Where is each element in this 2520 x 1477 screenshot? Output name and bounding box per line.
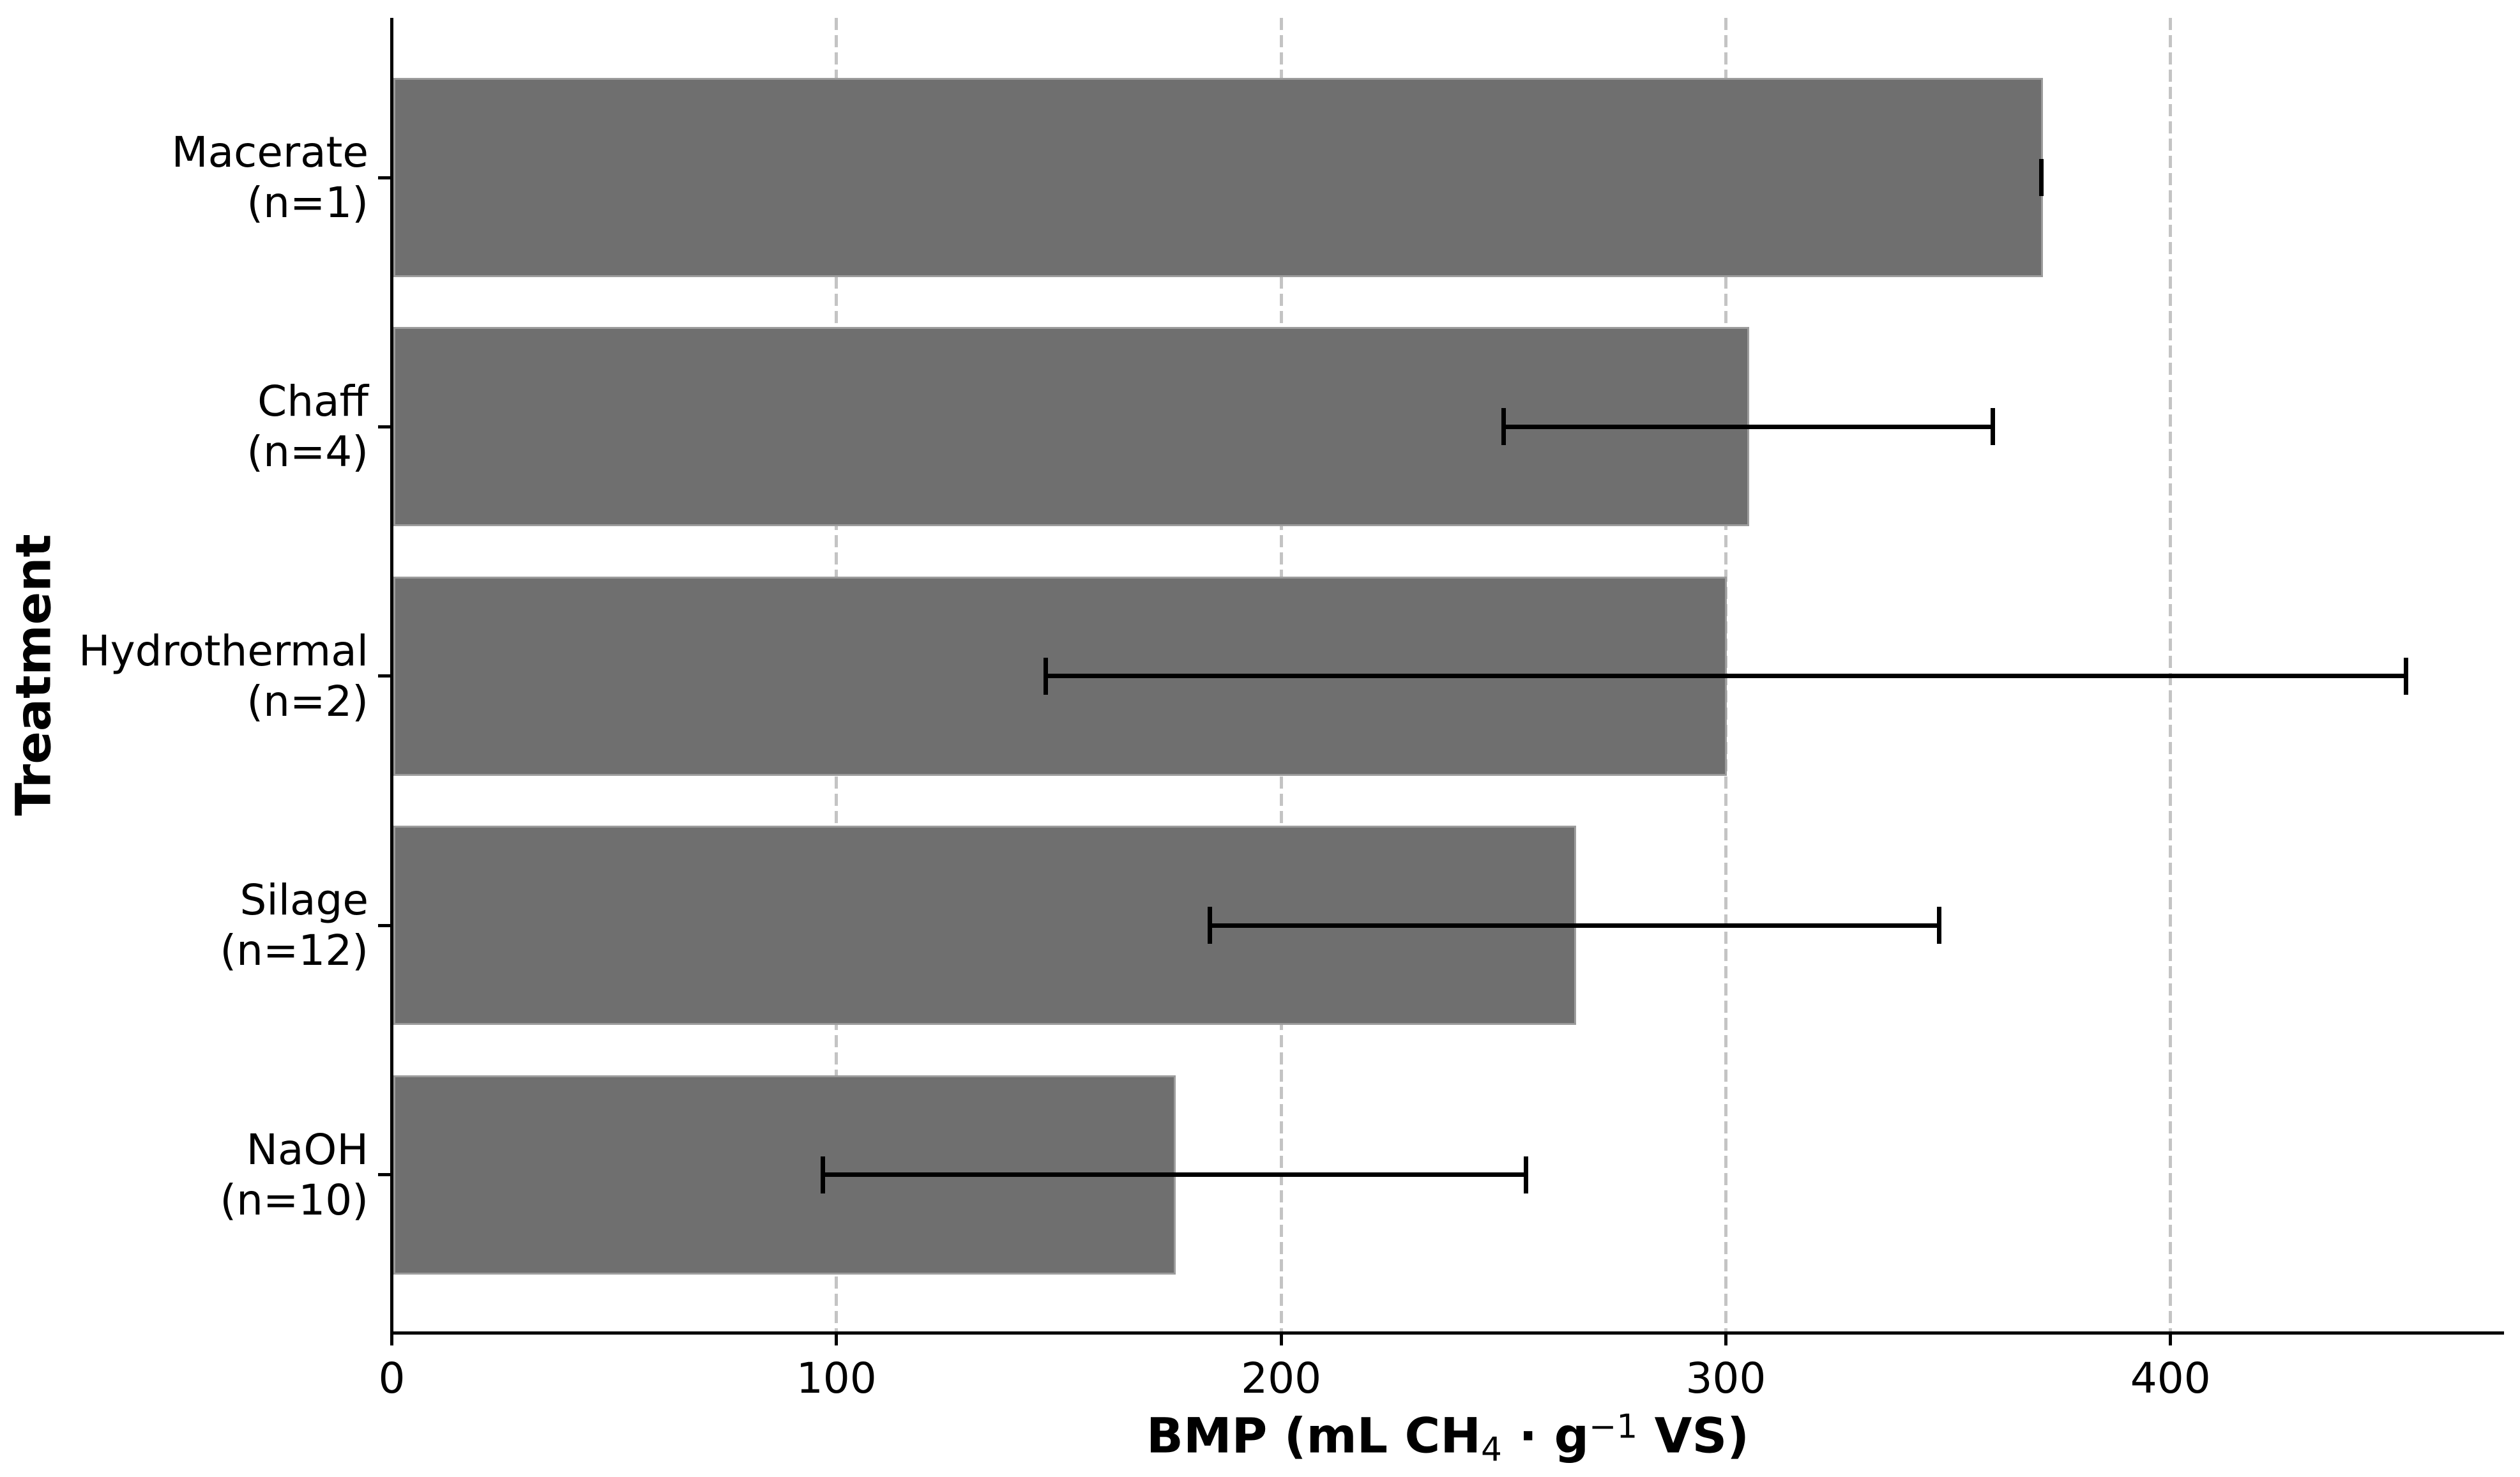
x-tick-200 xyxy=(1279,1333,1283,1345)
error-cap-high-macerate xyxy=(2039,159,2044,196)
x-tick-label-400: 400 xyxy=(2130,1354,2211,1403)
error-cap-high-silage xyxy=(1937,907,1942,944)
y-tick-naoh xyxy=(377,1173,391,1177)
x-tick-0 xyxy=(390,1333,393,1345)
x-axis-title-text-end: VS) xyxy=(1637,1407,1749,1464)
error-cap-high-chaff xyxy=(1990,408,1995,446)
bar-macerate xyxy=(393,78,2043,277)
y-tick-label-chaff: Chaff (n=4) xyxy=(247,376,368,477)
y-axis-line xyxy=(390,18,393,1335)
y-tick-label-naoh-count: (n=10) xyxy=(220,1175,368,1225)
x-axis-title-superscript: −1 xyxy=(1589,1407,1638,1446)
x-tick-400 xyxy=(2169,1333,2173,1345)
y-tick-silage xyxy=(377,923,391,927)
y-tick-label-hydrothermal: Hydrothermal (n=2) xyxy=(79,626,368,727)
y-axis-title: Treatment xyxy=(4,534,62,816)
y-tick-macerate xyxy=(377,176,391,179)
error-cap-high-hydrothermal xyxy=(2404,657,2409,695)
y-tick-label-macerate: Macerate (n=1) xyxy=(172,127,368,228)
error-cap-low-silage xyxy=(1208,907,1213,944)
y-tick-label-hydrothermal-count: (n=2) xyxy=(247,676,368,726)
y-tick-label-naoh: NaOH (n=10) xyxy=(220,1125,368,1225)
error-bar-hydrothermal xyxy=(1045,674,2406,679)
error-cap-low-chaff xyxy=(1501,408,1506,446)
error-bar-naoh xyxy=(823,1172,1526,1178)
x-tick-100 xyxy=(835,1333,839,1345)
error-cap-low-hydrothermal xyxy=(1043,657,1048,695)
y-tick-hydrothermal xyxy=(377,674,391,678)
y-tick-label-naoh-name: NaOH xyxy=(246,1125,368,1174)
x-axis-line xyxy=(390,1331,2504,1335)
y-tick-chaff xyxy=(377,425,391,428)
error-bar-silage xyxy=(1210,923,1939,928)
y-tick-label-chaff-name: Chaff xyxy=(257,377,368,427)
x-tick-label-100: 100 xyxy=(796,1354,877,1403)
x-axis-title-text-mid: · g xyxy=(1501,1407,1590,1464)
y-tick-label-macerate-name: Macerate xyxy=(171,128,368,177)
y-tick-label-silage: Silage (n=12) xyxy=(220,875,368,976)
y-tick-label-chaff-count: (n=4) xyxy=(247,427,368,477)
x-tick-300 xyxy=(1724,1333,1727,1345)
y-tick-label-silage-name: Silage xyxy=(239,875,368,925)
x-axis-title-subscript: 4 xyxy=(1480,1430,1502,1469)
y-tick-label-macerate-count: (n=1) xyxy=(247,178,368,227)
y-tick-label-silage-count: (n=12) xyxy=(220,926,368,976)
x-axis-title: BMP (mL CH4 · g−1 VS) xyxy=(1146,1407,1749,1469)
x-tick-label-300: 300 xyxy=(1685,1354,1766,1403)
error-cap-high-naoh xyxy=(1523,1156,1528,1193)
x-tick-label-200: 200 xyxy=(1241,1354,1322,1403)
error-bar-chaff xyxy=(1503,424,1993,429)
y-tick-label-hydrothermal-name: Hydrothermal xyxy=(78,626,368,676)
x-tick-label-0: 0 xyxy=(378,1354,406,1403)
error-cap-low-naoh xyxy=(821,1156,826,1193)
x-axis-title-text: BMP (mL CH xyxy=(1146,1407,1481,1464)
